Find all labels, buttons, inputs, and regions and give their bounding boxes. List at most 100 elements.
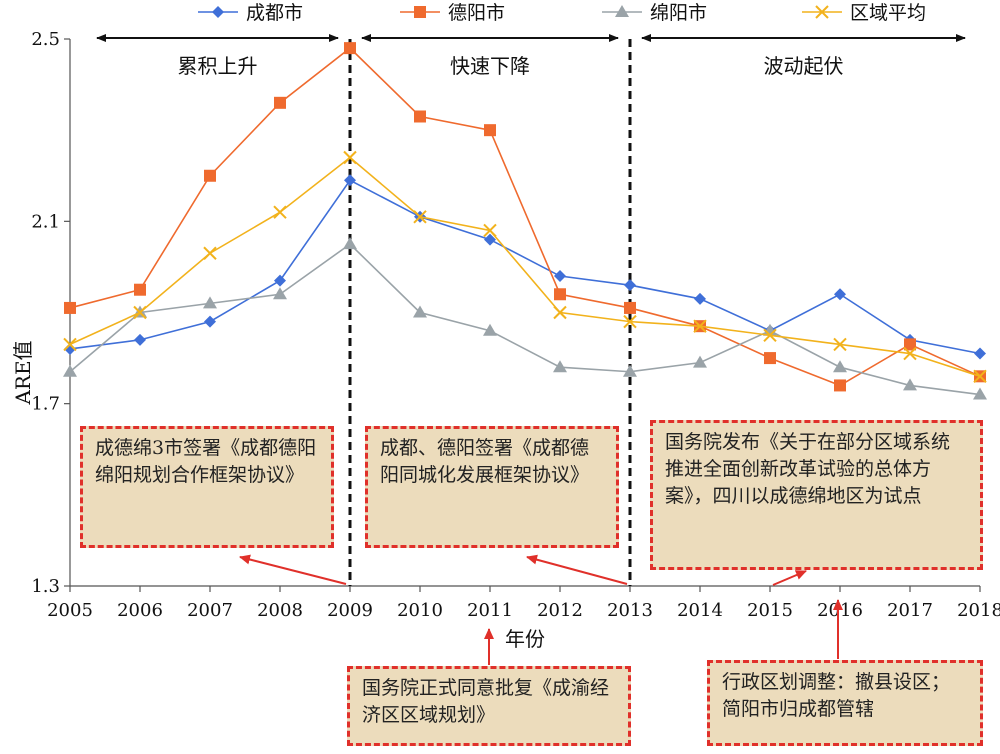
- point-1-2012: [554, 270, 566, 283]
- annotation-text-2015: 国务院发布《关于在部分区域系统推进全面创新改革试验的总体方案》，四川以成德绵地区…: [665, 431, 951, 507]
- point-3-2009: [343, 237, 357, 250]
- point-3-2011: [483, 323, 497, 336]
- point-1-2014: [694, 292, 706, 305]
- legend-marker-2: [414, 6, 426, 18]
- x-tick-label-2009: 2009: [327, 600, 373, 621]
- point-1-2013: [624, 279, 636, 292]
- point-2-2008: [274, 96, 286, 109]
- annotation-text-2013: 成都、德阳签署《成都德阳同城化发展框架协议》: [380, 437, 590, 486]
- point-4-2016: [833, 337, 847, 352]
- x-axis-title: 年份: [505, 627, 545, 651]
- series-1: [64, 174, 986, 360]
- point-1-2011: [484, 233, 496, 246]
- legend-marker-1: [212, 6, 224, 18]
- point-2-2009: [344, 42, 356, 55]
- y-tick-label-1.7: 1.7: [31, 394, 60, 415]
- point-2-2017: [904, 338, 916, 351]
- arrow-2009: [239, 554, 347, 585]
- point-3-2017: [903, 378, 917, 391]
- period-label-3: 波动起伏: [764, 54, 844, 78]
- series-3: [63, 237, 987, 400]
- series-line-3: [69, 243, 981, 396]
- x-tick-label-2007: 2007: [187, 600, 233, 621]
- point-2-2012: [554, 288, 566, 301]
- point-1-2008: [274, 274, 286, 287]
- point-4-2011: [483, 223, 497, 238]
- y-tick-label-2.5: 2.5: [31, 29, 60, 50]
- annotation-text-2011: 国务院正式同意批复《成渝经济区区域规划》: [362, 677, 610, 726]
- point-4-2010: [413, 210, 427, 224]
- point-4-2018: [973, 369, 987, 384]
- x-tick-label-2012: 2012: [537, 600, 583, 621]
- x-tick-label-2016: 2016: [817, 600, 863, 621]
- legend-label-4: 区域平均: [850, 2, 926, 24]
- series-line-4: [69, 156, 981, 378]
- arrow-2015: [772, 570, 807, 586]
- annotation-text-2009: 成德绵3市签署《成都德阳绵阳规划合作框架协议》: [95, 437, 317, 486]
- x-tick-label-2013: 2013: [607, 600, 653, 621]
- x-tick-label-2006: 2006: [117, 600, 163, 621]
- point-3-2018: [973, 387, 987, 400]
- series-2: [64, 42, 986, 392]
- x-tick-label-2008: 2008: [257, 600, 303, 621]
- y-axis-title: ARE值: [11, 340, 35, 405]
- x-tick-label-2005: 2005: [47, 600, 93, 621]
- point-2-2010: [414, 110, 426, 123]
- annotation-box-2015: 国务院发布《关于在部分区域系统推进全面创新改革试验的总体方案》，四川以成德绵地区…: [650, 420, 983, 570]
- annotation-box-2009: 成德绵3市签署《成都德阳绵阳规划合作框架协议》: [80, 426, 334, 548]
- point-3-2013: [623, 364, 637, 377]
- legend-label-2: 德阳市: [448, 2, 505, 24]
- point-3-2012: [553, 360, 567, 373]
- legend-label-1: 成都市: [246, 2, 303, 24]
- point-2-2011: [484, 124, 496, 137]
- point-4-2006: [133, 305, 147, 320]
- point-2-2013: [624, 301, 636, 314]
- annotation-box-2011: 国务院正式同意批复《成渝经济区区域规划》: [347, 666, 631, 746]
- point-4-2009: [343, 150, 357, 165]
- point-4-2012: [553, 305, 567, 320]
- y-tick-label-1.3: 1.3: [31, 576, 60, 597]
- point-2-2015: [764, 352, 776, 365]
- x-tick-label-2018: 2018: [957, 600, 1000, 621]
- point-3-2008: [273, 287, 287, 300]
- point-1-2018: [974, 347, 986, 360]
- period-label-1: 累积上升: [178, 54, 258, 78]
- point-4-2007: [203, 246, 217, 260]
- point-3-2005: [63, 364, 77, 377]
- point-3-2010: [413, 305, 427, 318]
- point-1-2009: [344, 174, 356, 187]
- legend-marker-4: [815, 5, 829, 19]
- point-1-2006: [134, 333, 146, 346]
- y-tick-label-2.1: 2.1: [31, 211, 60, 232]
- point-2-2005: [64, 301, 76, 314]
- point-1-2016: [834, 288, 846, 301]
- legend-label-3: 绵阳市: [650, 2, 707, 24]
- point-3-2007: [203, 296, 217, 309]
- legend-marker-3: [615, 5, 629, 17]
- point-3-2014: [693, 355, 707, 368]
- annotation-box-2013: 成都、德阳签署《成都德阳同城化发展框架协议》: [365, 426, 619, 548]
- annotation-box-2016: 行政区划调整：撤县设区；简阳市归成都管辖: [707, 660, 983, 746]
- point-1-2007: [204, 315, 216, 328]
- series-line-2: [69, 47, 981, 387]
- point-2-2006: [134, 283, 146, 296]
- x-tick-label-2011: 2011: [467, 600, 513, 621]
- point-2-2016: [834, 379, 846, 392]
- point-2-2007: [204, 169, 216, 182]
- period-label-2: 快速下降: [450, 54, 530, 78]
- point-1-2005: [64, 342, 76, 355]
- x-tick-label-2017: 2017: [887, 600, 933, 621]
- series-4: [63, 150, 987, 384]
- point-4-2008: [273, 205, 287, 219]
- point-3-2016: [833, 360, 847, 373]
- series-line-1: [69, 179, 981, 355]
- point-4-2017: [903, 346, 917, 361]
- point-4-2014: [693, 319, 707, 333]
- point-4-2013: [623, 314, 637, 329]
- arrow-2013: [526, 554, 628, 585]
- x-tick-label-2015: 2015: [747, 600, 793, 621]
- x-tick-label-2014: 2014: [677, 600, 723, 621]
- x-tick-label-2010: 2010: [397, 600, 443, 621]
- point-4-2005: [63, 337, 77, 352]
